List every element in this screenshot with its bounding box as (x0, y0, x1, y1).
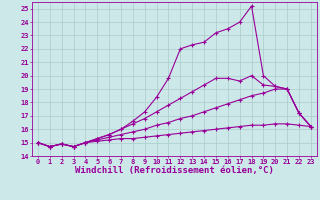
X-axis label: Windchill (Refroidissement éolien,°C): Windchill (Refroidissement éolien,°C) (75, 166, 274, 175)
